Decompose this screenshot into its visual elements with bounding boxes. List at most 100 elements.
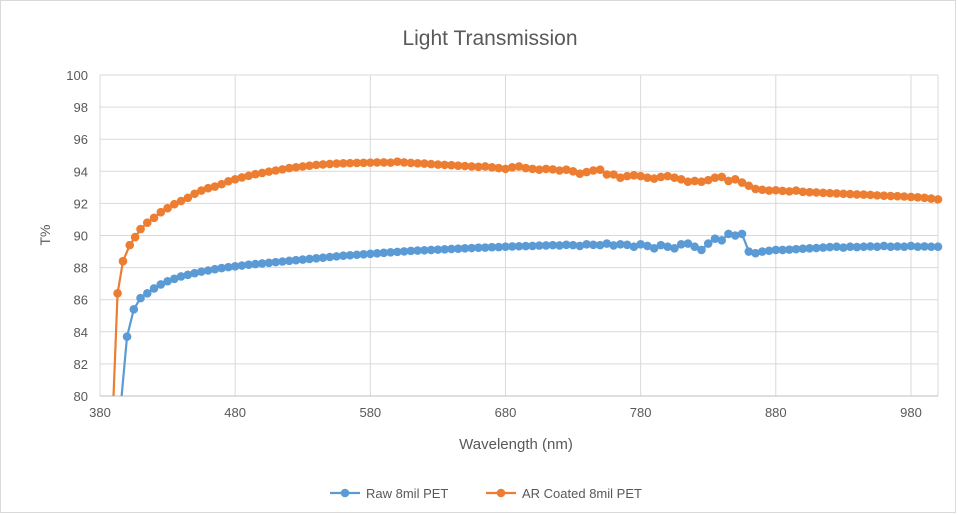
legend-marker (496, 488, 506, 498)
data-point (230, 262, 240, 271)
legend-item: AR Coated 8mil PET (486, 486, 642, 501)
data-point (656, 240, 666, 250)
data-point (440, 245, 449, 254)
data-point (595, 240, 605, 250)
y-tick-label: 88 (74, 261, 88, 276)
data-point (190, 268, 199, 278)
data-point (217, 179, 226, 189)
data-point (359, 158, 368, 168)
data-point (433, 245, 443, 254)
data-point (521, 163, 531, 173)
x-tick-label: 480 (224, 405, 246, 420)
data-point (399, 247, 409, 256)
data-point (622, 171, 632, 181)
x-tick-labels: 380 480 580 680 780 880 980 (89, 405, 922, 420)
data-point (379, 248, 389, 258)
data-point (118, 256, 128, 266)
x-tick-label: 580 (359, 405, 381, 420)
data-point (852, 242, 862, 252)
data-point (203, 266, 213, 275)
data-point (474, 243, 483, 252)
data-point (338, 158, 348, 168)
data-point (676, 175, 686, 184)
data-point (494, 242, 504, 252)
data-point (176, 272, 186, 281)
data-point (724, 176, 733, 186)
data-point (703, 175, 713, 185)
data-point (413, 158, 422, 168)
data-point (541, 164, 551, 174)
legend-marker (340, 488, 350, 498)
data-point (791, 186, 801, 195)
data-point (582, 167, 591, 177)
data-point (683, 177, 693, 187)
y-tick-label: 82 (74, 357, 88, 372)
data-point (149, 284, 159, 293)
data-point (318, 160, 328, 169)
y-tick-label: 86 (74, 293, 88, 308)
y-tick-label: 100 (66, 68, 88, 83)
data-point (453, 161, 463, 170)
y-axis-label: T% (37, 225, 53, 246)
data-point (616, 240, 625, 249)
data-point (264, 258, 274, 268)
x-tick-label: 880 (765, 405, 787, 420)
data-point (352, 158, 362, 168)
data-point (190, 189, 199, 199)
data-point (724, 229, 733, 239)
legend: Raw 8mil PET AR Coated 8mil PET (330, 486, 642, 501)
data-point (528, 164, 537, 174)
data-point (879, 241, 889, 251)
data-point (805, 187, 814, 197)
data-point (798, 187, 808, 197)
data-point (899, 192, 909, 201)
data-point (839, 189, 848, 199)
data-point (143, 218, 152, 227)
data-point (609, 241, 618, 250)
data-point (271, 257, 281, 267)
x-tick-label: 980 (900, 405, 922, 420)
data-point (257, 259, 267, 268)
data-point (602, 239, 612, 248)
data-point (839, 243, 848, 252)
data-point (460, 244, 470, 253)
data-point (224, 176, 233, 186)
data-point (602, 170, 612, 179)
data-point (562, 165, 571, 174)
data-point (291, 162, 301, 172)
data-point (474, 162, 483, 172)
data-point (893, 242, 902, 251)
data-point (217, 263, 226, 273)
data-point (697, 177, 706, 187)
data-point (670, 173, 679, 183)
data-point (568, 167, 578, 176)
data-point (548, 165, 558, 174)
data-point (366, 249, 375, 259)
data-point (913, 193, 923, 202)
data-point (534, 241, 544, 250)
data-point (670, 244, 679, 253)
y-tick-label: 94 (74, 164, 88, 179)
data-point (548, 240, 558, 250)
data-point (372, 249, 382, 258)
series-layer (112, 157, 943, 397)
data-point (649, 244, 659, 253)
data-point (237, 173, 247, 182)
data-point (156, 280, 166, 289)
data-point (622, 240, 632, 250)
data-point (683, 239, 693, 248)
data-point (278, 257, 287, 266)
data-point (210, 264, 220, 274)
data-point (730, 175, 740, 184)
data-point (345, 158, 355, 168)
data-point (386, 248, 395, 257)
data-point (251, 169, 260, 179)
data-point (757, 247, 767, 256)
data-point (798, 244, 808, 253)
y-tick-labels: 80 82 84 86 88 90 92 94 96 98 100 (66, 68, 88, 404)
data-point (555, 166, 564, 175)
data-point (113, 288, 122, 298)
data-point (447, 160, 456, 170)
data-point (785, 187, 794, 196)
